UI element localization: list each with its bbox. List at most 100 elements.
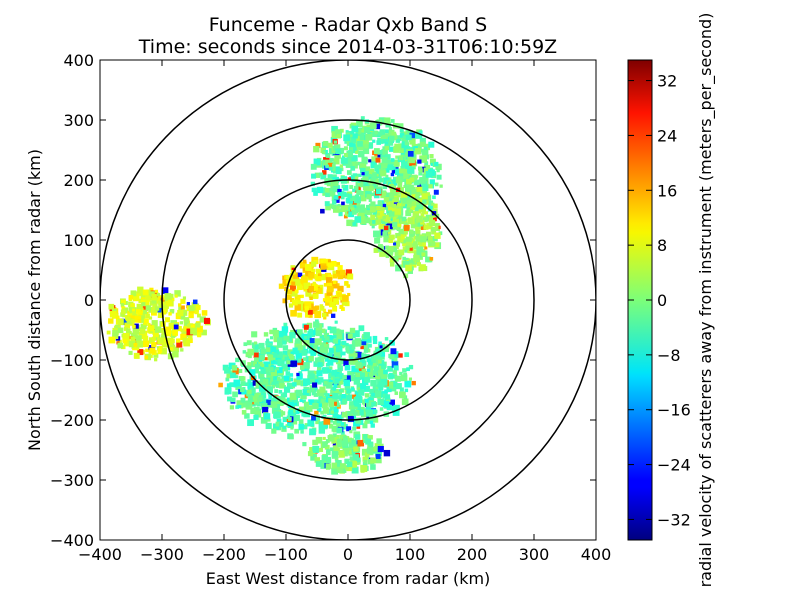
echo-pixel: [350, 408, 356, 414]
echo-pixel: [311, 333, 316, 338]
echo-pixel: [188, 338, 193, 344]
echo-pixel: [338, 208, 343, 213]
echo-pixel: [281, 375, 285, 380]
echo-pixel: [413, 254, 420, 262]
echo-pixel: [391, 131, 397, 137]
echo-pixel: [302, 378, 310, 386]
echo-pixel: [321, 265, 326, 270]
echo-pixel: [325, 439, 330, 443]
echo-pixel: [296, 284, 303, 291]
echo-pixel: [325, 164, 329, 169]
echo-pixel: [393, 357, 398, 362]
echo-pixel: [433, 189, 439, 195]
echo-pixel: [411, 262, 417, 268]
echo-pixel: [339, 304, 344, 309]
echo-pixel: [315, 419, 321, 425]
echo-pixel: [325, 153, 331, 158]
echo-pixel: [278, 330, 286, 338]
echo-pixel: [149, 347, 156, 354]
echo-pixel: [420, 236, 427, 243]
echo-pixel: [332, 445, 339, 451]
echo-pixel: [347, 273, 354, 280]
echo-pixel: [349, 185, 354, 189]
echo-pixel: [143, 318, 149, 324]
echo-pixel: [332, 392, 339, 400]
echo-pixel: [308, 399, 314, 405]
echo-pixel: [357, 205, 364, 212]
echo-pixel: [161, 341, 168, 348]
echo-pixel: [280, 398, 288, 405]
echo-pixel: [347, 333, 353, 339]
echo-pixel: [387, 229, 392, 235]
echo-pixel: [389, 385, 393, 389]
echo-pixel: [328, 166, 333, 171]
echo-pixel: [233, 379, 241, 387]
echo-pixel: [271, 428, 277, 434]
echo-pixel: [262, 398, 269, 405]
echo-pixel: [405, 178, 412, 185]
echo-pixel: [372, 211, 378, 216]
echo-pixel: [154, 358, 158, 362]
echo-pixel: [303, 329, 307, 333]
echo-pixel: [332, 466, 337, 472]
echo-pixel: [372, 184, 377, 188]
echo-pixel: [400, 374, 408, 382]
echo-pixel: [258, 361, 263, 367]
echo-pixel: [292, 420, 298, 425]
echo-pixel: [428, 236, 433, 241]
echo-pixel: [285, 371, 291, 376]
echo-pixel: [284, 417, 289, 422]
echo-region: [106, 286, 211, 362]
echo-pixel: [363, 348, 369, 353]
echo-pixel: [142, 289, 149, 296]
echo-pixel: [267, 345, 274, 352]
colorbar-ticks: −32 −24 −16 −8 0 8 16 24 32: [628, 72, 691, 529]
x-tick-label: −400: [78, 545, 122, 564]
echo-pixel: [325, 450, 331, 456]
echo-pixel: [425, 231, 432, 237]
echo-pixel: [338, 391, 342, 395]
echo-pixel: [319, 342, 327, 349]
range-rings: [100, 60, 596, 540]
echo-pixel: [141, 302, 146, 307]
colorbar-tick-label: 8: [657, 236, 667, 255]
echo-pixel: [316, 276, 322, 282]
echo-pixel: [332, 346, 337, 350]
echo-pixel: [165, 298, 170, 303]
echo-pixel: [326, 382, 333, 389]
echo-pixel: [243, 342, 248, 347]
echo-pixel: [339, 357, 346, 364]
echo-pixel: [370, 379, 377, 387]
echo-pixel: [401, 235, 405, 240]
echo-pixel: [358, 173, 362, 177]
echo-pixel: [123, 300, 128, 305]
echo-pixel: [419, 177, 426, 184]
echo-pixel: [351, 439, 357, 445]
echo-pixel: [401, 161, 408, 168]
echo-pixel: [371, 192, 375, 197]
echo-pixel: [169, 338, 175, 344]
echo-pixel: [147, 325, 155, 332]
echo-pixel: [388, 238, 394, 244]
echo-pixel: [266, 386, 274, 393]
echo-pixel: [331, 135, 338, 142]
echo-pixel: [342, 374, 347, 380]
echo-pixel: [326, 356, 331, 360]
echo-pixel: [148, 316, 153, 320]
echo-pixel: [143, 321, 148, 327]
echo-pixel: [335, 434, 340, 440]
echo-pixel: [352, 188, 356, 193]
echo-pixel: [342, 435, 348, 440]
echo-pixel: [134, 353, 140, 359]
echo-pixel: [138, 312, 146, 319]
echo-pixel: [395, 264, 402, 272]
echo-pixel: [321, 150, 326, 155]
echo-pixel: [388, 246, 394, 252]
echo-pixel: [424, 246, 428, 250]
echo-pixel: [182, 337, 188, 343]
echo-pixel: [403, 222, 409, 228]
colorbar-tick-label: −8: [657, 346, 681, 365]
echo-pixel: [337, 355, 342, 360]
echo-pixel: [410, 222, 417, 229]
echo-pixel: [276, 342, 283, 348]
